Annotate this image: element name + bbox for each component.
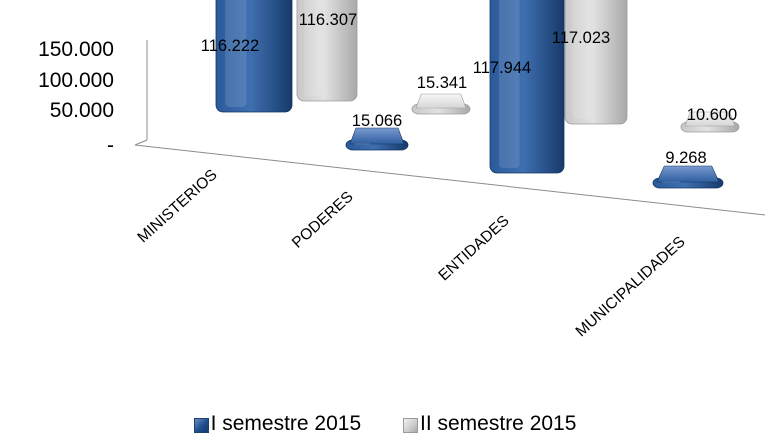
bar-chart: 150.000 100.000 50.000 - MINISTERIOS PODERES… xyxy=(38,0,766,340)
bar-highlight xyxy=(225,0,247,107)
bar-highlight xyxy=(687,125,705,127)
category-label: MUNICIPALIDADES xyxy=(573,233,689,340)
category-labels: MINISTERIOS PODERES ENTIDADES MUNICIPALIDAD… xyxy=(134,166,688,340)
bar-top xyxy=(656,165,720,183)
bar-front xyxy=(564,0,628,125)
data-label: 117.944 xyxy=(473,59,531,77)
bar-front xyxy=(489,0,565,174)
data-label: 10.600 xyxy=(687,106,737,124)
category-label: PODERES xyxy=(289,188,357,251)
bar-highlight xyxy=(498,0,520,168)
bar-2-ministerios xyxy=(296,0,358,102)
bar-front xyxy=(296,0,358,102)
legend-label-series-1: I semestre 2015 xyxy=(210,412,362,435)
y-tick-label: 50.000 xyxy=(50,99,114,122)
bar-2-entidades xyxy=(564,0,628,125)
legend-item-series-2: II semestre 2015 xyxy=(403,412,576,436)
category-label: MINISTERIOS xyxy=(134,166,220,246)
data-labels: 116.307 15.341 117.023 10.600 116.222 15.066 1… xyxy=(201,11,737,167)
axes xyxy=(134,40,766,216)
y-axis-ticks: 150.000 100.000 50.000 - xyxy=(38,38,114,157)
bar-highlight xyxy=(572,0,590,119)
y-tick-label: - xyxy=(107,134,114,157)
category-label: ENTIDADES xyxy=(435,212,512,284)
bar-highlight xyxy=(353,143,371,145)
data-label: 15.066 xyxy=(352,112,402,130)
bar-2-poderes xyxy=(411,93,471,115)
bar-front xyxy=(215,0,293,113)
bar-1-ministerios xyxy=(215,0,293,113)
legend-swatch-series-2 xyxy=(403,417,418,433)
bar-2-municipalidades xyxy=(680,111,740,133)
y-tick-label: 100.000 xyxy=(38,69,114,92)
axis-corner xyxy=(134,139,148,146)
legend-label-series-2: II semestre 2015 xyxy=(420,412,577,435)
legend-item-series-1: I semestre 2015 xyxy=(193,412,362,436)
data-label: 116.307 xyxy=(299,11,357,29)
legend: I semestre 2015 II semestre 2015 xyxy=(0,412,770,438)
bar-highlight xyxy=(304,0,321,96)
data-label: 9.268 xyxy=(665,149,706,167)
bar-top xyxy=(684,111,736,127)
data-label: 116.222 xyxy=(201,37,259,55)
data-label: 15.341 xyxy=(417,74,467,92)
bar-top xyxy=(415,93,467,109)
y-tick-label: 150.000 xyxy=(38,38,114,61)
bar-1-entidades xyxy=(489,0,565,174)
bar-highlight xyxy=(661,181,681,183)
data-label: 117.023 xyxy=(552,29,610,47)
bar-1-municipalidades xyxy=(652,165,724,189)
bar-1-poderes xyxy=(345,127,409,151)
bar-highlight xyxy=(418,107,436,109)
bar-top xyxy=(349,127,405,145)
x-axis-line xyxy=(134,144,766,216)
bars xyxy=(215,0,740,189)
legend-swatch-series-1 xyxy=(193,417,209,433)
